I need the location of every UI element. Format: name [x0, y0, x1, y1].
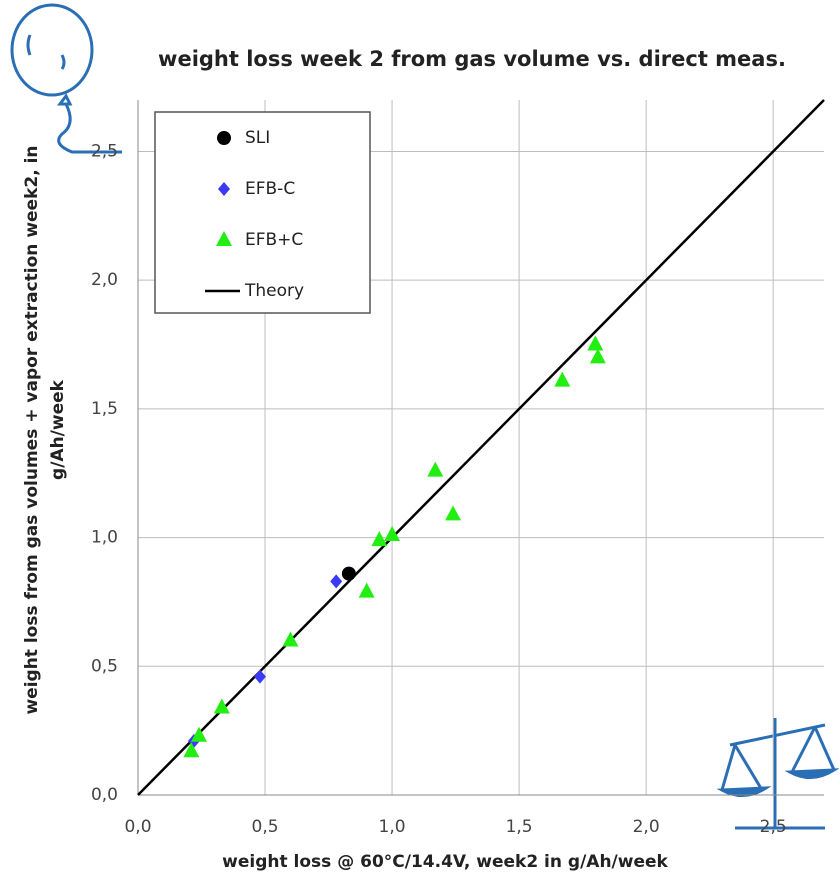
point: [371, 531, 388, 547]
point: [341, 566, 356, 581]
x-tick-label: 2,5: [760, 817, 787, 837]
legend-label: EFB+C: [245, 230, 303, 250]
point: [183, 742, 200, 758]
point: [427, 461, 444, 477]
point: [282, 631, 299, 647]
y-tick-label: 1,0: [91, 528, 118, 548]
y-tick-label: 2,0: [91, 270, 118, 290]
point: [213, 698, 230, 714]
legend-marker: [216, 231, 232, 246]
balloon-doodle: [10, 3, 122, 154]
legend-box: [154, 111, 371, 314]
point: [330, 574, 343, 589]
legend-marker: [218, 182, 230, 196]
y-tick-label: 2,5: [91, 141, 118, 161]
scale-doodle: [716, 718, 839, 830]
x-tick-label: 1,0: [379, 817, 406, 837]
x-tick-label: 0,0: [124, 817, 151, 837]
x-tick-label: 2,0: [633, 817, 660, 837]
point: [358, 582, 375, 598]
y-tick-label: 1,5: [91, 399, 118, 419]
legend: SLI EFB-C EFB+C Theory: [154, 111, 371, 314]
chart-title: weight loss week 2 from gas volume vs. d…: [158, 47, 786, 71]
point: [190, 726, 207, 742]
theory-line: [137, 99, 825, 796]
point: [384, 526, 401, 542]
y-axis-label: g/Ah/week: [48, 379, 68, 480]
y-tick-label: 0,5: [91, 656, 118, 676]
y-axis-label: weight loss from gas volumes + vapor ext…: [22, 145, 42, 714]
legend-marker: [217, 131, 231, 145]
point: [554, 371, 571, 387]
point: [587, 335, 604, 351]
x-tick-label: 1,5: [506, 817, 533, 837]
legend-label: SLI: [245, 128, 270, 148]
legend-label: EFB-C: [245, 179, 295, 199]
x-axis-label: weight loss @ 60°C/14.4V, week2 in g/Ah/…: [222, 852, 668, 872]
point: [253, 669, 266, 684]
point: [445, 505, 462, 521]
point: [589, 348, 606, 364]
x-tick-label: 0,5: [252, 817, 279, 837]
y-tick-label: 0,0: [91, 785, 118, 805]
legend-label: Theory: [244, 281, 304, 301]
